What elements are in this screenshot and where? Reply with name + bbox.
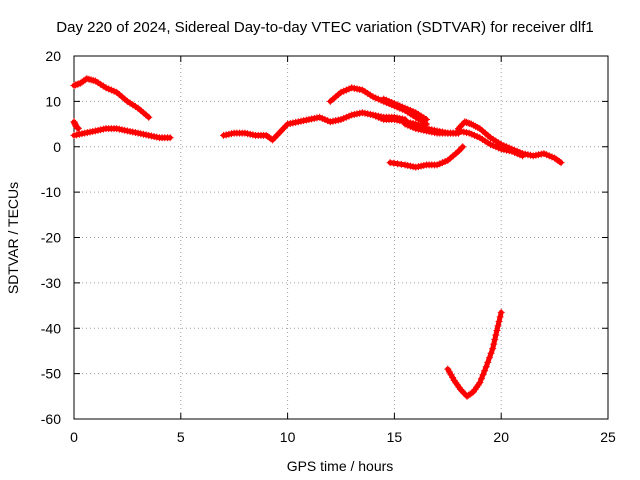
axis-ticks	[73, 55, 609, 420]
data-point	[460, 389, 468, 397]
data-point	[464, 119, 472, 127]
data-point	[280, 123, 288, 131]
x-tick-label: 10	[280, 429, 296, 445]
data-point	[458, 387, 466, 395]
data-point	[74, 124, 82, 132]
data-point	[494, 322, 502, 330]
y-tick-label: -30	[41, 275, 61, 291]
x-axis-label: GPS time / hours	[287, 458, 394, 474]
data-point	[394, 160, 402, 168]
series-arc-j	[454, 127, 527, 160]
y-tick-label: -50	[41, 366, 61, 382]
data-point	[476, 379, 484, 387]
data-point	[447, 371, 455, 379]
series-arc-f	[380, 95, 430, 124]
data-series	[70, 75, 565, 400]
data-point	[490, 340, 498, 348]
data-point	[458, 144, 466, 152]
data-point	[489, 345, 497, 353]
data-point	[75, 80, 83, 88]
data-point	[282, 122, 290, 130]
data-point	[457, 386, 465, 394]
data-point	[449, 374, 457, 382]
data-point	[166, 134, 174, 142]
data-point	[495, 317, 503, 325]
grid-lines	[74, 56, 608, 419]
data-point	[81, 76, 89, 84]
series-arc-l	[444, 308, 505, 400]
data-point	[466, 119, 474, 127]
data-point	[386, 159, 394, 167]
data-point	[468, 389, 476, 397]
data-point	[74, 125, 82, 133]
data-point	[458, 121, 466, 129]
data-point	[459, 119, 467, 127]
x-tick-label: 15	[387, 429, 403, 445]
data-point	[481, 367, 489, 375]
x-tick-label: 0	[70, 429, 78, 445]
y-tick-labels: -60 -50 -40 -30 -20 -10 0 10 20	[41, 48, 61, 427]
y-tick-label: 0	[53, 139, 61, 155]
series-arc-c	[70, 125, 174, 142]
data-point	[72, 81, 80, 89]
y-tick-label: -20	[41, 230, 61, 246]
series-arc-i	[454, 118, 565, 167]
data-point	[422, 116, 430, 124]
data-point	[461, 391, 469, 399]
y-tick-label: -10	[41, 184, 61, 200]
data-point	[557, 159, 565, 167]
y-tick-label: -60	[41, 411, 61, 427]
series-arc-a	[70, 75, 153, 121]
y-axis-label: SDTVAR / TECUs	[5, 182, 21, 294]
data-point	[492, 331, 500, 339]
data-point	[485, 354, 493, 362]
y-tick-label: 20	[45, 48, 61, 64]
data-point	[444, 365, 452, 373]
data-point	[493, 327, 501, 335]
data-point	[70, 81, 78, 89]
data-point	[73, 123, 81, 131]
x-tick-label: 20	[493, 429, 509, 445]
data-point	[279, 125, 287, 133]
data-point	[491, 336, 499, 344]
data-point	[145, 113, 153, 121]
x-tick-label: 25	[600, 429, 616, 445]
series-arc-h	[401, 120, 462, 137]
x-tick-label: 5	[177, 429, 185, 445]
data-point	[73, 123, 81, 131]
data-point	[484, 358, 492, 366]
data-point	[267, 135, 275, 143]
data-point	[479, 371, 487, 379]
data-point	[390, 159, 398, 167]
x-tick-labels: 0 5 10 15 20 25	[70, 429, 616, 445]
data-point	[519, 152, 527, 160]
data-point	[461, 118, 469, 126]
data-point	[459, 143, 467, 151]
series-arc-g	[369, 111, 409, 124]
data-point	[477, 375, 485, 383]
data-point	[482, 363, 490, 371]
data-point	[555, 157, 563, 165]
data-point	[277, 127, 285, 135]
data-point	[445, 368, 453, 376]
chart-title: Day 220 of 2024, Sidereal Day-to-day VTE…	[56, 19, 593, 36]
data-point	[497, 308, 505, 316]
data-point	[487, 349, 495, 357]
data-point	[397, 160, 405, 168]
data-point	[73, 80, 81, 88]
y-tick-label: -40	[41, 320, 61, 336]
series-arc-k	[386, 143, 467, 171]
series-arc-b	[70, 118, 82, 133]
y-tick-label: 10	[45, 93, 61, 109]
data-point	[496, 313, 504, 321]
data-point	[462, 118, 470, 126]
